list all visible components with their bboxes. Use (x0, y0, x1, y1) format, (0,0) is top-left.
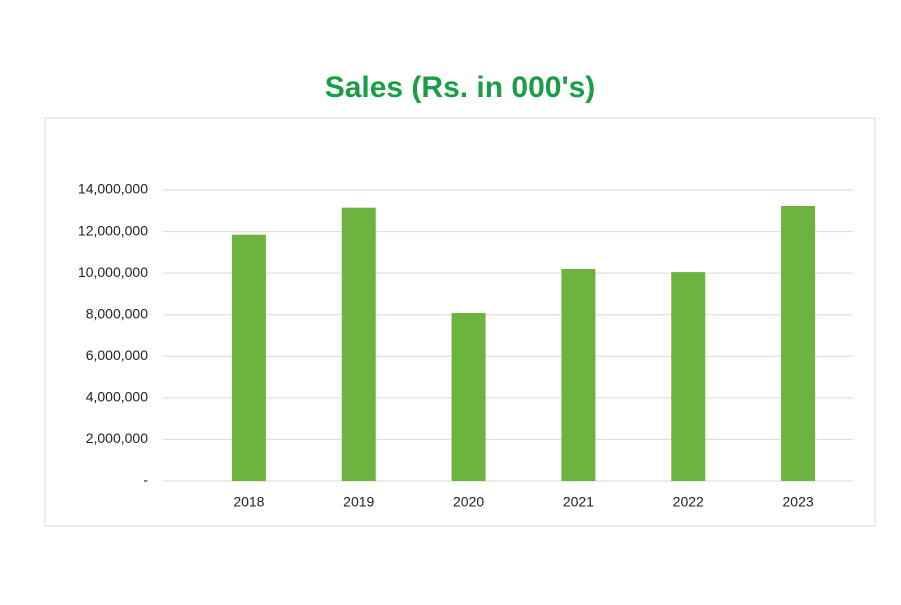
bar (781, 206, 816, 481)
y-tick-label: 14,000,000 (78, 181, 148, 197)
x-tick-label: 2022 (673, 494, 704, 510)
x-tick-label: 2018 (233, 494, 264, 510)
x-tick-label: 2021 (563, 494, 594, 510)
y-tick-label: 12,000,000 (78, 222, 148, 238)
y-tick-label: 10,000,000 (78, 264, 148, 280)
bar (341, 207, 376, 482)
x-tick-label: 2020 (453, 494, 484, 510)
bar (671, 272, 706, 481)
y-tick-label: - (143, 472, 148, 488)
bar (451, 313, 486, 481)
x-tick-label: 2023 (783, 494, 814, 510)
y-tick-label: 6,000,000 (86, 347, 148, 363)
chart-title: Sales (Rs. in 000's) (325, 71, 596, 104)
bar (231, 234, 266, 481)
bar (561, 268, 596, 481)
x-tick-label: 2019 (343, 494, 374, 510)
y-tick-label: 8,000,000 (86, 305, 148, 321)
y-tick-label: 4,000,000 (86, 389, 148, 405)
y-tick-label: 2,000,000 (86, 430, 148, 446)
